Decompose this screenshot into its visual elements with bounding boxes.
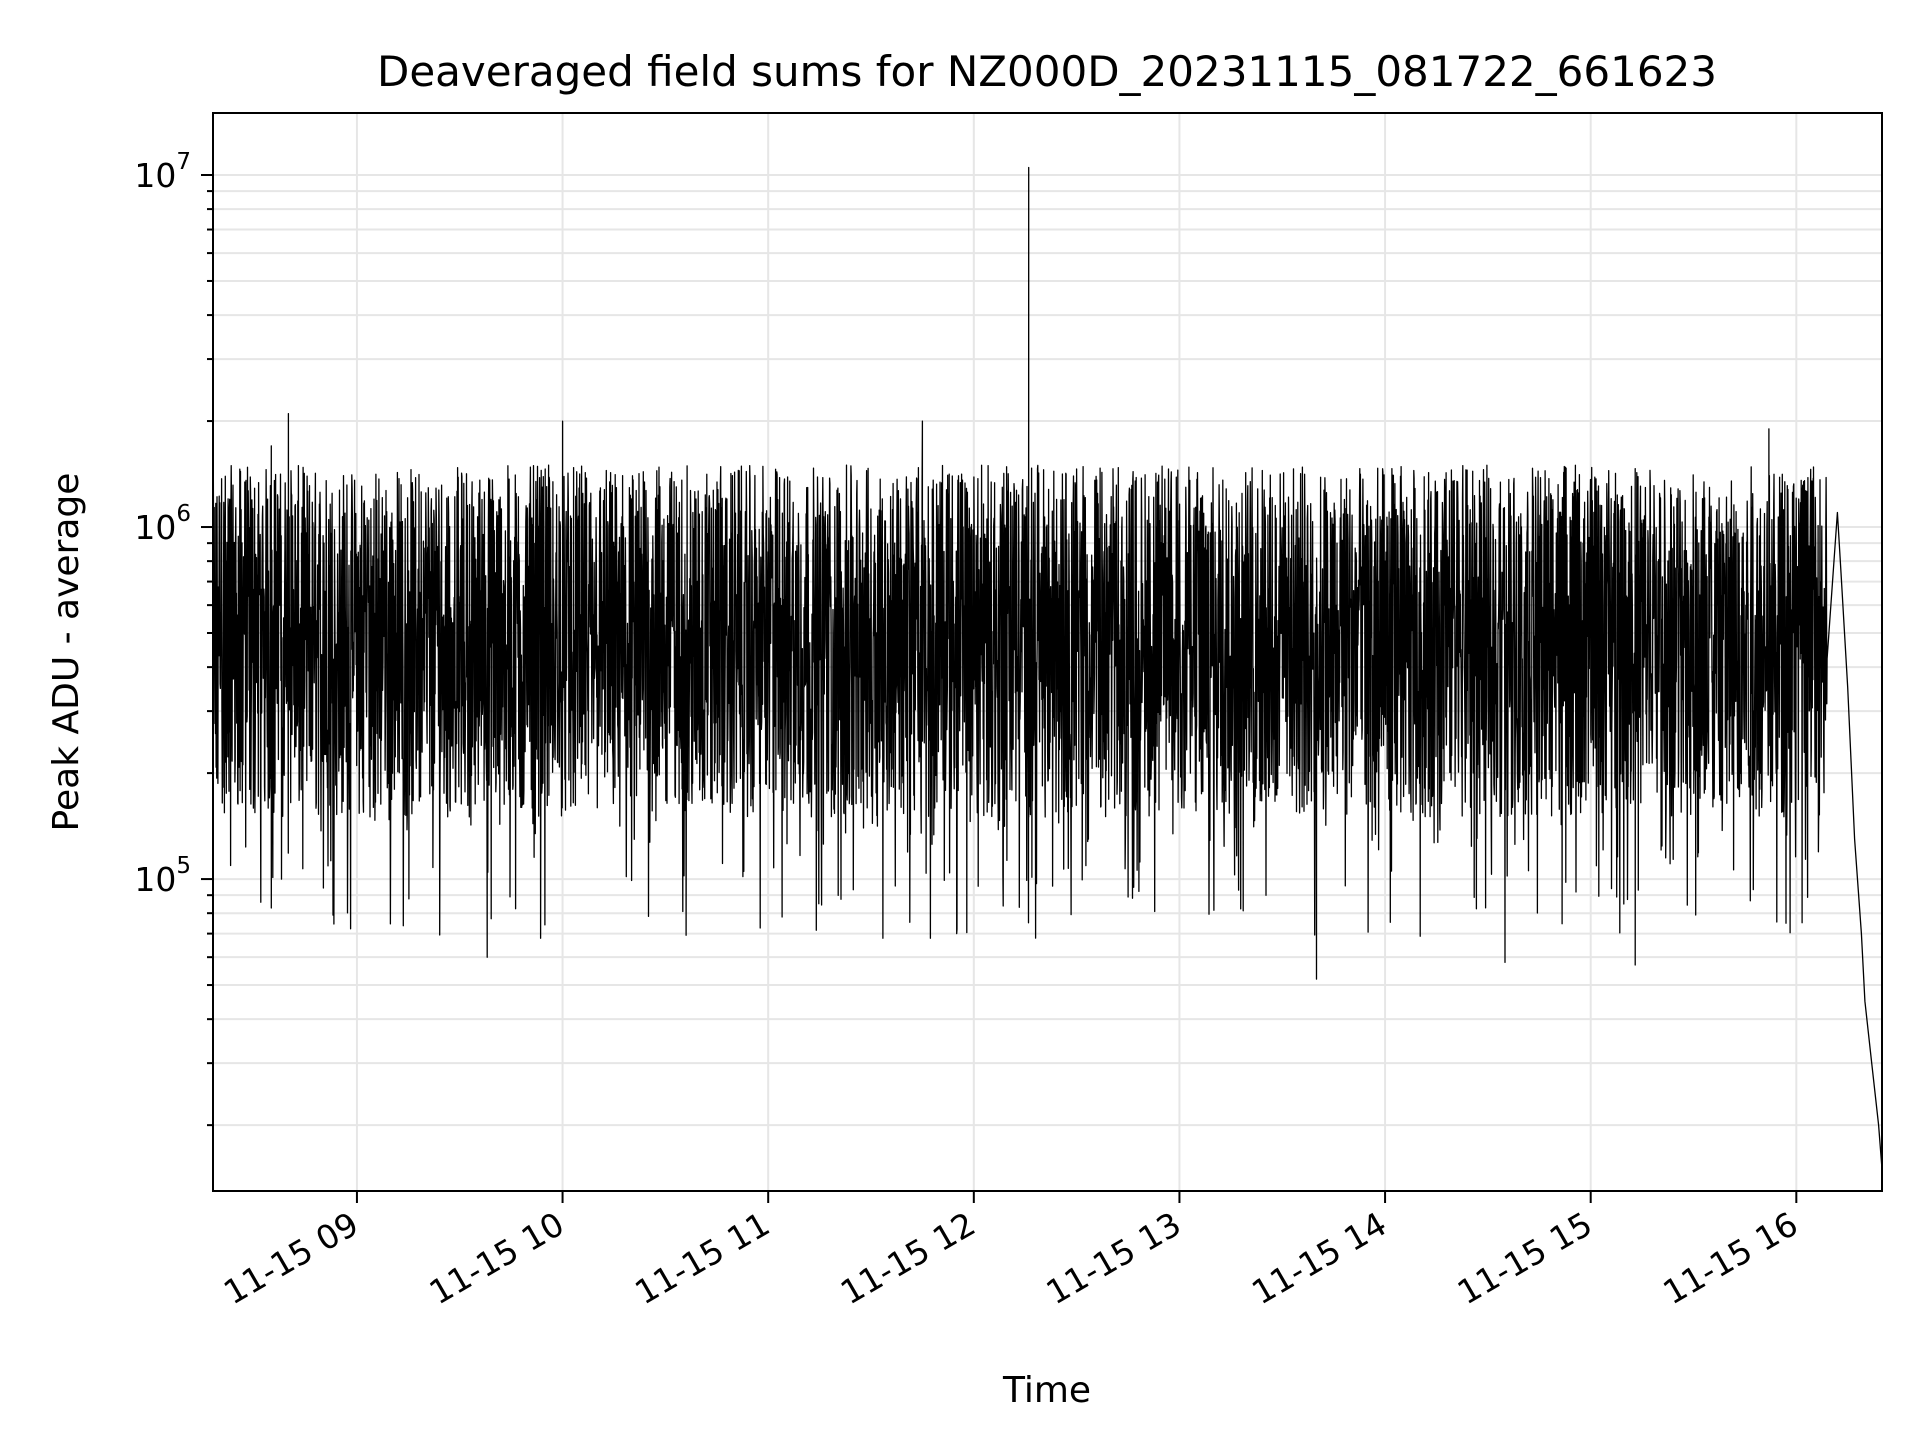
y-tick-label: 106: [134, 501, 191, 547]
series-line: [212, 166, 1883, 1170]
y-tick-label: 107: [134, 149, 191, 195]
series-layer: [212, 166, 1883, 1170]
y-tick-label: 105: [134, 853, 191, 899]
plot-frame: [212, 112, 1883, 1192]
y-axis-label: Peak ADU - average: [46, 473, 87, 832]
x-axis-label: Time: [1002, 1370, 1091, 1411]
chart-title: Deaveraged field sums for NZ000D_2023111…: [377, 47, 1717, 96]
